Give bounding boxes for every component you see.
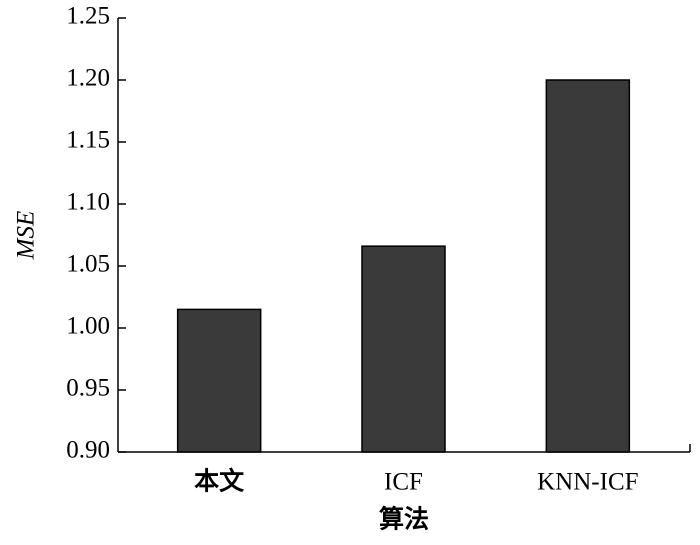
- y-axis-label: MSE: [13, 211, 40, 261]
- y-tick-label: 0.95: [66, 375, 110, 402]
- x-tick-label: 本文: [194, 467, 245, 496]
- bar: [545, 79, 631, 453]
- bar: [176, 308, 262, 453]
- x-tick-label: ICF: [384, 469, 423, 496]
- y-tick-label: 1.10: [66, 189, 110, 216]
- y-tick-label: 1.25: [66, 3, 110, 30]
- x-tick-label: KNN-ICF: [537, 469, 638, 496]
- y-tick-label: 1.00: [66, 313, 110, 340]
- y-tick-label: 1.05: [66, 251, 110, 278]
- bar: [361, 245, 446, 453]
- y-tick-label: 0.90: [66, 437, 110, 464]
- y-tick-label: 1.15: [66, 127, 110, 154]
- x-axis-label: 算法: [379, 505, 429, 534]
- y-tick-label: 1.20: [66, 65, 110, 92]
